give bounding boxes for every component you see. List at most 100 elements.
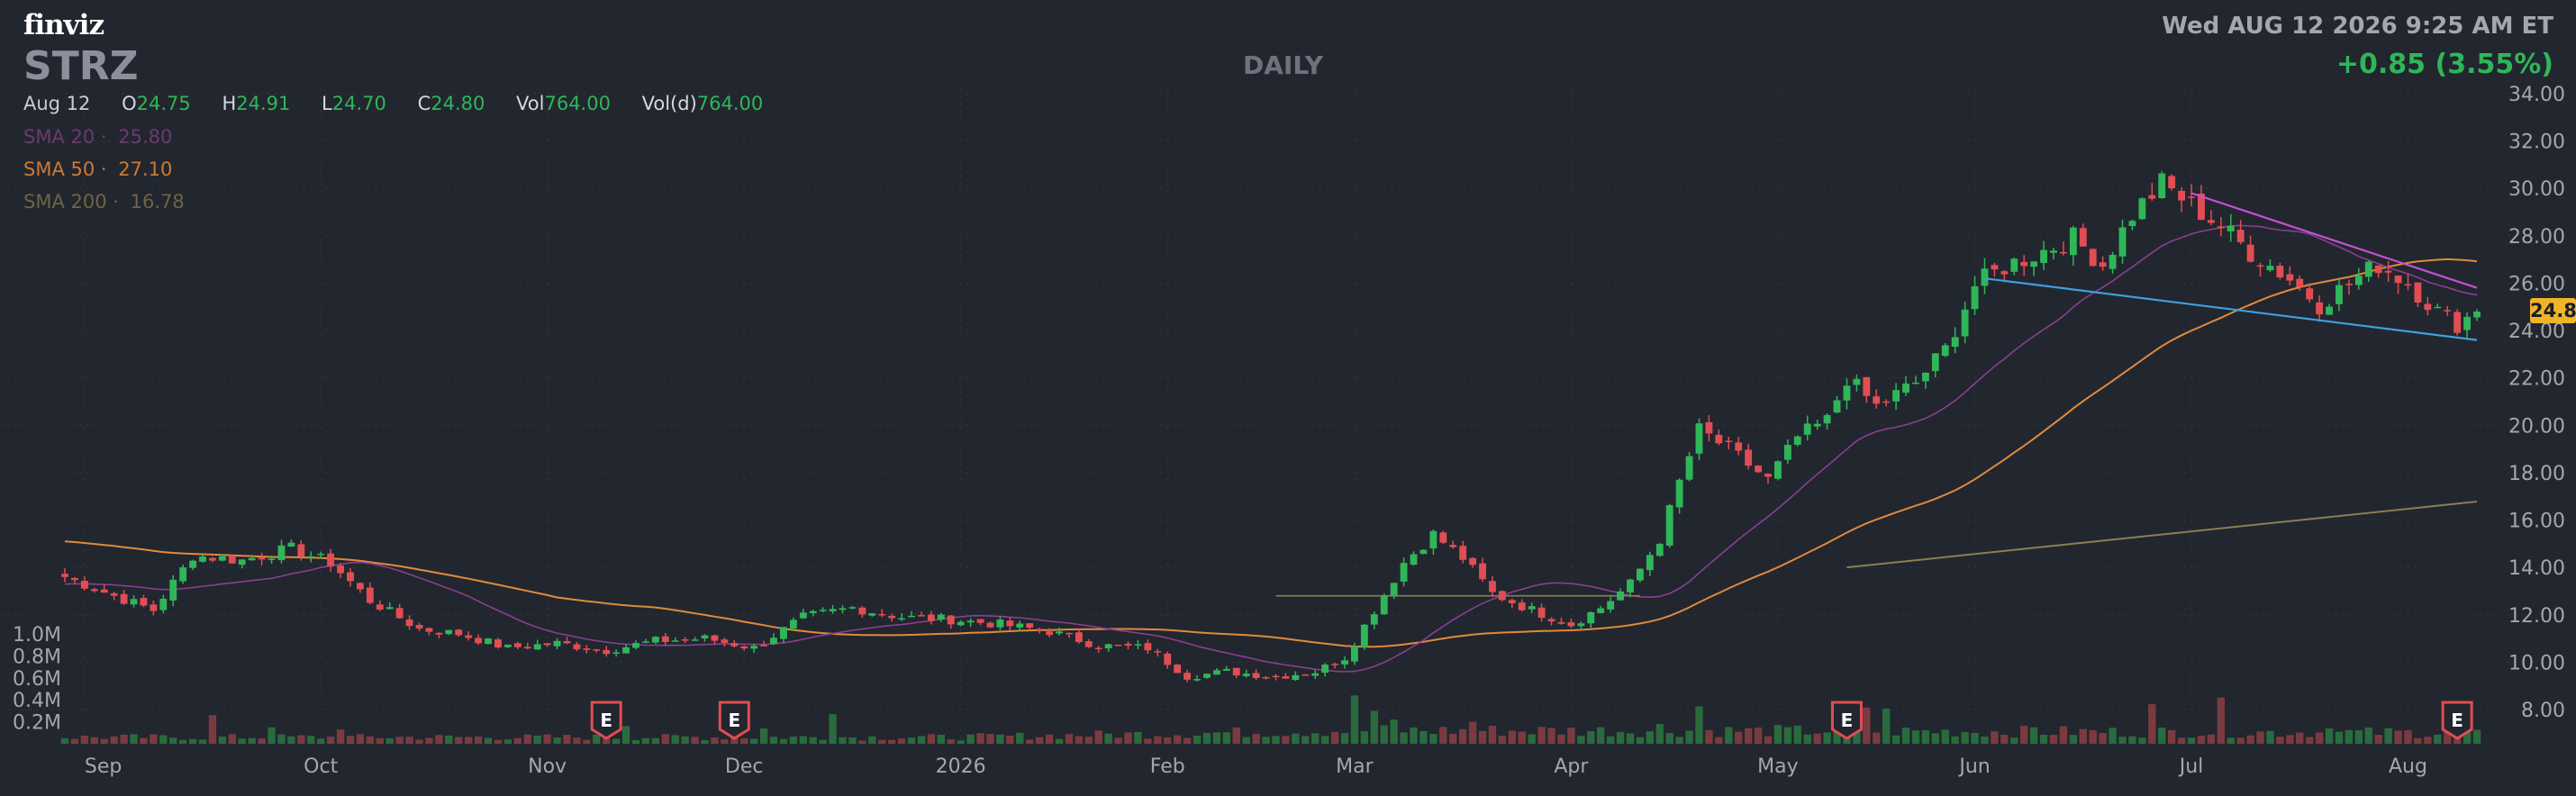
volume-bar [159,735,168,744]
volume-bar [996,734,1004,744]
earnings-marker[interactable]: E [590,701,622,740]
volume-bar [583,739,591,744]
candle-body [1715,434,1723,444]
candle-body [1764,474,1772,477]
sma50-separator: · [100,158,107,180]
date-tick-label: Sep [85,755,122,778]
candle-body [1046,631,1053,636]
candle-body [209,557,216,561]
candle-body [465,635,473,638]
sma20-legend[interactable]: SMA 20 · 25.80 [23,126,172,148]
volume-bar [2364,727,2372,744]
volume-bar [110,736,118,744]
volume-bar [2069,735,2077,744]
volume-bar [1735,731,1743,744]
candle-body [2276,266,2284,278]
candle-body [996,620,1004,628]
candle-body [189,560,197,568]
candle-body [1193,679,1201,681]
volume-bar [435,735,443,744]
candle-body [888,615,896,619]
candle-body [2000,271,2009,275]
sma50-value: 27.10 [118,158,173,180]
candle-body [671,640,679,642]
candle-body [2286,274,2294,281]
candle-body [1124,643,1132,646]
volume-bar [2236,737,2245,744]
volume-bar [1981,736,1989,744]
candle-body [641,641,649,643]
volume-bar [1292,733,1300,744]
candle-body [297,544,305,557]
earnings-marker[interactable]: E [718,701,750,740]
candle-body [455,629,463,636]
low-value: 24.70 [331,93,386,114]
volume-bar [484,737,493,744]
candle-body [61,574,68,577]
candle-body [1350,646,1358,662]
volume-bar [1154,736,1162,744]
candle-body [1232,667,1240,676]
volume-bar [1665,733,1673,744]
candle-body [858,607,866,615]
volume-bar [799,736,807,744]
volume-bar [100,738,108,744]
earnings-marker[interactable]: E [1830,701,1863,740]
volume-bar [1144,738,1152,744]
candle-body [1547,619,1556,622]
candle-body [2168,176,2176,189]
volume-bar [1567,728,1575,744]
volume-bar [2039,734,2048,744]
volume-bar [494,739,503,744]
volume-bar [60,737,69,744]
sma200-legend[interactable]: SMA 200 · 16.78 [23,191,185,213]
timeframe-label[interactable]: DAILY [1243,50,1324,80]
volume-bar [1468,721,1477,744]
volume-bar [503,739,512,744]
volume-bar [1941,729,1949,744]
volume-bar [356,734,365,744]
candle-body [651,637,659,643]
candle-body [1292,674,1300,681]
volume-bar [1202,732,1211,744]
candle-body [1627,579,1634,592]
volume-bar [1833,728,1841,744]
volume-bar [721,739,729,744]
finviz-logo[interactable]: finviz [23,9,104,41]
candle-body [337,565,344,574]
volume-bar [1340,733,1349,744]
volume-bar [888,739,896,744]
volume-bar [2177,737,2186,744]
volume-bar [2049,735,2058,744]
volume-bar [2276,737,2284,744]
date-tick-label: Mar [1336,755,1374,778]
candle-body [1813,423,1821,427]
volume-bar [2089,729,2097,744]
candle-body [1400,563,1408,582]
candle-body [691,639,699,641]
volume-bar [1498,736,1507,744]
volume-bar [474,736,483,744]
volume-bar [2000,734,2009,744]
candle-body [878,613,886,616]
volume-bar [2444,729,2452,744]
open-label: O [122,93,137,114]
volume-bar [268,727,276,744]
candle-body [2198,193,2205,221]
volume-bar [326,737,335,744]
candle-body [986,622,994,628]
candle-body [218,556,226,561]
earnings-marker[interactable]: E [2441,701,2473,740]
volume-bar [2079,728,2087,744]
volume-bar [1597,727,1605,744]
candle-body [563,641,571,644]
volume-bar [198,739,207,744]
candle-body [632,643,639,648]
candle-body [1104,644,1112,649]
sma20-value: 25.80 [118,126,173,148]
sma50-legend[interactable]: SMA 50 · 27.10 [23,158,172,180]
volume-bar [1420,730,1428,744]
price-tick-label: 10.00 [2508,652,2565,674]
